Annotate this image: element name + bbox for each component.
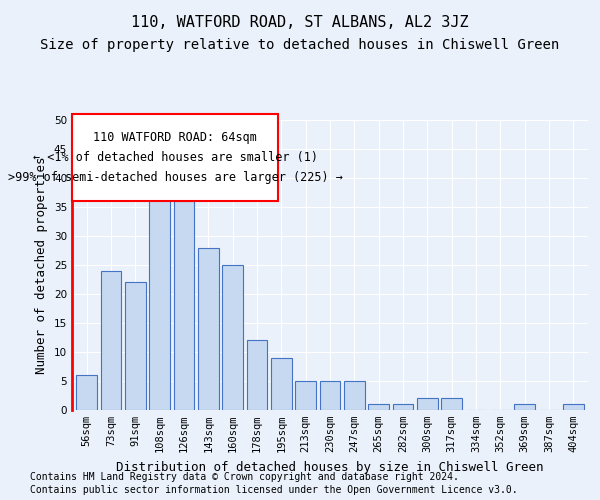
Bar <box>320 381 340 410</box>
Bar <box>173 201 194 410</box>
Bar <box>149 166 170 410</box>
Y-axis label: Number of detached properties: Number of detached properties <box>35 156 49 374</box>
Text: 110, WATFORD ROAD, ST ALBANS, AL2 3JZ: 110, WATFORD ROAD, ST ALBANS, AL2 3JZ <box>131 15 469 30</box>
Bar <box>101 271 121 410</box>
Bar <box>392 404 413 410</box>
X-axis label: Distribution of detached houses by size in Chiswell Green: Distribution of detached houses by size … <box>116 460 544 473</box>
Bar <box>295 381 316 410</box>
Bar <box>344 381 365 410</box>
Bar <box>417 398 438 410</box>
Text: 110 WATFORD ROAD: 64sqm
← <1% of detached houses are smaller (1)
>99% of semi-de: 110 WATFORD ROAD: 64sqm ← <1% of detache… <box>8 131 343 184</box>
Bar <box>368 404 389 410</box>
Bar <box>563 404 584 410</box>
Bar <box>247 340 268 410</box>
Bar <box>76 375 97 410</box>
Text: Size of property relative to detached houses in Chiswell Green: Size of property relative to detached ho… <box>40 38 560 52</box>
Bar <box>271 358 292 410</box>
Bar <box>514 404 535 410</box>
Bar <box>222 265 243 410</box>
Bar <box>125 282 146 410</box>
Text: Contains HM Land Registry data © Crown copyright and database right 2024.: Contains HM Land Registry data © Crown c… <box>30 472 459 482</box>
Bar <box>442 398 462 410</box>
Text: Contains public sector information licensed under the Open Government Licence v3: Contains public sector information licen… <box>30 485 518 495</box>
Bar <box>198 248 218 410</box>
